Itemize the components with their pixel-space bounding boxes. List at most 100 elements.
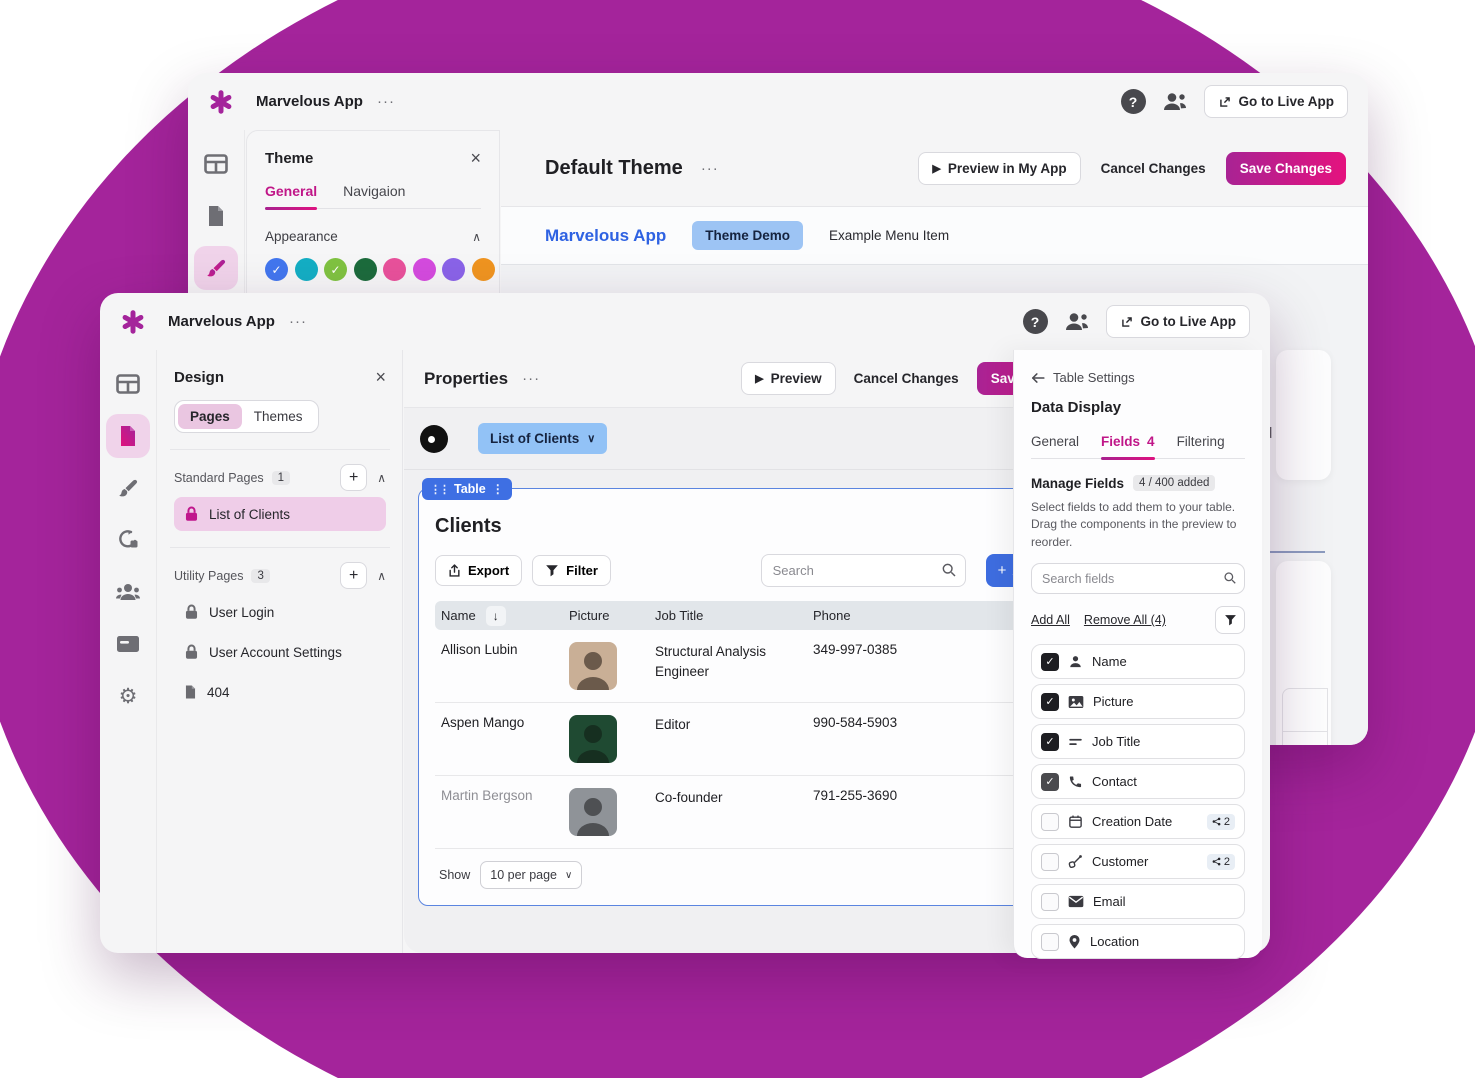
field-item-contact[interactable]: ✓ Contact [1031, 764, 1245, 800]
fields-added-badge: 4 / 400 added [1133, 475, 1216, 491]
preview-button[interactable]: ▶ Preview [741, 362, 836, 395]
column-name[interactable]: Name [441, 608, 476, 623]
page-selector-row: List of Clients ∨ [404, 408, 1113, 470]
back-rail-theme-icon[interactable] [194, 246, 238, 290]
tab-fields[interactable]: Fields 4 [1101, 434, 1155, 460]
utility-pages-collapse-chevron-up-icon[interactable]: ∧ [377, 568, 386, 583]
checkbox-unchecked[interactable] [1041, 892, 1059, 911]
swatch-orange[interactable] [471, 258, 495, 281]
segment-pages[interactable]: Pages [178, 404, 242, 429]
rail-flows-icon[interactable] [106, 518, 150, 562]
add-utility-page-button[interactable]: + [340, 562, 368, 589]
standard-pages-collapse-chevron-up-icon[interactable]: ∧ [377, 470, 386, 485]
field-item-job-title[interactable]: ✓ Job Title [1031, 724, 1245, 760]
properties-menu-dots[interactable]: ··· [522, 370, 541, 387]
back-go-live-button[interactable]: Go to Live App [1203, 85, 1348, 118]
users-icon[interactable] [1064, 311, 1090, 333]
per-page-select[interactable]: 10 per page ∨ [480, 861, 583, 889]
table-search [760, 554, 966, 587]
swatch-dark-green[interactable] [353, 258, 377, 281]
swatch-purple[interactable] [442, 258, 465, 281]
preview-in-my-app-button[interactable]: ▶ Preview in My App [918, 151, 1081, 185]
swatch-blue[interactable]: ✓ [265, 258, 288, 281]
segment-themes[interactable]: Themes [253, 409, 303, 424]
rail-settings-gear-icon[interactable]: ⚙ [118, 684, 138, 708]
table-component[interactable]: ⋮⋮ Table ⋮ Clients Export [418, 478, 1097, 906]
field-item-email[interactable]: Email [1031, 884, 1245, 920]
drag-handle-icon[interactable]: ⋮⋮ [430, 483, 450, 496]
page-selector-dropdown[interactable]: List of Clients ∨ [478, 423, 608, 454]
users-icon[interactable] [1162, 91, 1188, 113]
field-item-name[interactable]: ✓ Name [1031, 644, 1245, 680]
export-button[interactable]: Export [435, 555, 523, 586]
back-save-changes-button[interactable]: Save Changes [1225, 151, 1346, 185]
checkbox-unchecked[interactable] [1041, 812, 1059, 831]
avatar [569, 642, 617, 690]
swatch-pink[interactable] [383, 258, 406, 281]
demo-brand-link[interactable]: Marvelous App [545, 225, 667, 245]
add-all-link[interactable]: Add All [1031, 613, 1070, 628]
field-item-creation-date[interactable]: Creation Date 2 [1031, 804, 1245, 840]
swatch-teal[interactable] [294, 258, 318, 281]
table-settings-back-link[interactable]: Table Settings [1031, 370, 1245, 385]
column-phone[interactable]: Phone [813, 608, 851, 623]
column-picture[interactable]: Picture [569, 608, 610, 623]
back-rail-pages-icon[interactable] [194, 194, 238, 238]
demo-nav-example-item[interactable]: Example Menu Item [829, 228, 950, 243]
fragment-divider [1259, 551, 1325, 553]
rail-billing-icon[interactable] [106, 622, 150, 666]
page-item-list-of-clients[interactable]: List of Clients [174, 497, 386, 531]
field-item-picture[interactable]: ✓ Picture [1031, 684, 1245, 720]
theme-panel-close-icon[interactable]: × [470, 148, 481, 168]
rail-pages-icon[interactable] [106, 414, 150, 458]
rail-theme-icon[interactable] [106, 466, 150, 510]
appearance-collapse-chevron-up-icon[interactable]: ∧ [472, 229, 481, 244]
cancel-changes-button[interactable]: Cancel Changes [853, 371, 959, 386]
checkbox-checked[interactable]: ✓ [1041, 652, 1059, 671]
swatch-magenta[interactable] [412, 258, 436, 281]
demo-nav-theme-demo[interactable]: Theme Demo [692, 221, 804, 250]
table-component-tag[interactable]: ⋮⋮ Table ⋮ [422, 478, 512, 500]
table-row[interactable]: Aspen Mango Editor 990-584-5903 View [435, 703, 1080, 776]
page-item-404[interactable]: 404 [174, 675, 386, 709]
tab-general[interactable]: General [1031, 434, 1080, 449]
table-row[interactable]: Martin Bergson Co-founder 791-255-3690 V… [435, 776, 1080, 849]
tab-filtering[interactable]: Filtering [1176, 434, 1225, 449]
theme-demo-navbar: Marvelous App Theme Demo Example Menu It… [501, 207, 1368, 265]
page-item-user-login[interactable]: User Login [174, 595, 386, 629]
checkbox-checked[interactable]: ✓ [1041, 692, 1059, 711]
kebab-menu-icon[interactable]: ⋮ [491, 482, 504, 496]
rail-tables-icon[interactable] [106, 362, 150, 406]
page-item-user-account-settings[interactable]: User Account Settings [174, 635, 386, 669]
tab-navigation[interactable]: Navigaion [343, 183, 406, 199]
checkbox-checked[interactable]: ✓ [1041, 732, 1059, 751]
checkbox-unchecked[interactable] [1041, 932, 1059, 951]
swatch-lime[interactable]: ✓ [324, 258, 347, 281]
filter-button[interactable]: Filter [532, 555, 611, 586]
back-cancel-changes-button[interactable]: Cancel Changes [1100, 160, 1206, 176]
field-item-location[interactable]: Location [1031, 924, 1245, 960]
front-app-menu-dots[interactable]: ··· [288, 313, 307, 330]
chevron-down-icon: ∨ [565, 869, 573, 881]
field-item-customer[interactable]: Customer 2 [1031, 844, 1245, 880]
sort-descending-icon[interactable]: ↓ [485, 605, 506, 626]
design-panel-close-icon[interactable]: × [375, 367, 386, 387]
column-job-title[interactable]: Job Title [655, 608, 704, 623]
checkbox-unchecked[interactable] [1041, 852, 1059, 871]
back-app-menu-dots[interactable]: ··· [376, 93, 395, 110]
table-search-input[interactable] [760, 554, 966, 587]
back-rail-tables-icon[interactable] [194, 142, 238, 186]
table-row[interactable]: Allison Lubin Structural Analysis Engine… [435, 630, 1080, 703]
tab-general[interactable]: General [265, 183, 318, 210]
rail-users-icon[interactable] [106, 570, 150, 614]
default-theme-menu-dots[interactable]: ··· [700, 159, 719, 177]
fields-search-input[interactable] [1031, 563, 1245, 595]
remove-all-link[interactable]: Remove All (4) [1083, 613, 1166, 628]
front-go-live-button[interactable]: Go to Live App [1105, 305, 1250, 338]
checkbox-checked[interactable]: ✓ [1041, 772, 1059, 791]
add-standard-page-button[interactable]: + [340, 464, 368, 491]
help-icon[interactable]: ? [1022, 309, 1048, 334]
fields-filter-button[interactable] [1215, 606, 1245, 635]
help-icon[interactable]: ? [1120, 89, 1146, 114]
focus-target-icon[interactable] [420, 424, 448, 453]
